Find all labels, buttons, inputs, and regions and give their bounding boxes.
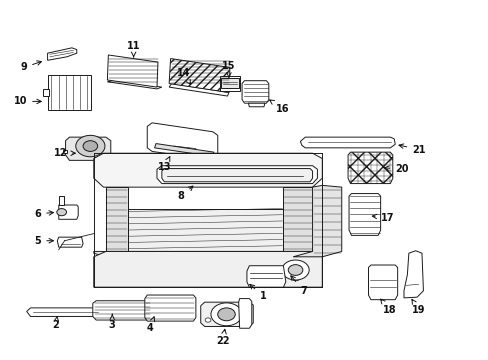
Text: 20: 20 — [384, 164, 408, 174]
Text: 10: 10 — [14, 96, 41, 107]
Polygon shape — [154, 144, 213, 157]
Polygon shape — [248, 103, 264, 107]
Text: 1: 1 — [249, 284, 266, 301]
Text: 7: 7 — [290, 276, 306, 296]
Polygon shape — [27, 308, 101, 316]
Polygon shape — [403, 251, 423, 298]
Text: 21: 21 — [398, 144, 425, 155]
Polygon shape — [127, 208, 283, 251]
Polygon shape — [147, 123, 217, 160]
Text: 8: 8 — [178, 186, 193, 201]
Text: 11: 11 — [126, 41, 140, 57]
Polygon shape — [169, 59, 229, 93]
Text: 18: 18 — [380, 299, 396, 315]
Polygon shape — [94, 251, 322, 257]
Circle shape — [204, 318, 210, 322]
Polygon shape — [47, 75, 91, 111]
Polygon shape — [59, 196, 63, 205]
Text: 4: 4 — [146, 317, 154, 333]
Polygon shape — [162, 168, 312, 182]
Polygon shape — [292, 185, 341, 257]
Polygon shape — [106, 187, 127, 251]
Text: 3: 3 — [109, 314, 115, 330]
Text: 9: 9 — [20, 61, 41, 72]
Circle shape — [76, 135, 105, 157]
Polygon shape — [93, 301, 151, 320]
Polygon shape — [220, 76, 239, 91]
Polygon shape — [107, 80, 162, 89]
Circle shape — [282, 260, 308, 280]
Text: 13: 13 — [157, 157, 171, 172]
Polygon shape — [242, 81, 268, 103]
Text: 2: 2 — [52, 316, 59, 330]
Polygon shape — [107, 55, 158, 87]
Polygon shape — [63, 150, 67, 153]
Circle shape — [83, 141, 98, 152]
Polygon shape — [348, 194, 380, 235]
Text: 5: 5 — [35, 236, 53, 246]
Polygon shape — [47, 48, 77, 60]
Polygon shape — [283, 187, 312, 251]
Polygon shape — [94, 251, 322, 287]
Text: 17: 17 — [371, 212, 393, 222]
Circle shape — [287, 265, 302, 275]
Polygon shape — [246, 266, 285, 287]
Circle shape — [217, 308, 235, 321]
Polygon shape — [42, 89, 48, 96]
Circle shape — [242, 318, 248, 322]
Text: 22: 22 — [215, 329, 229, 346]
Polygon shape — [347, 152, 392, 184]
Circle shape — [57, 208, 66, 216]
Polygon shape — [169, 84, 228, 96]
Text: 16: 16 — [269, 100, 289, 113]
Text: 19: 19 — [411, 300, 425, 315]
Polygon shape — [221, 78, 238, 88]
Polygon shape — [57, 237, 83, 247]
Polygon shape — [157, 166, 317, 184]
Polygon shape — [201, 302, 253, 327]
Polygon shape — [94, 153, 322, 187]
Text: 14: 14 — [177, 68, 190, 84]
Text: 12: 12 — [53, 148, 75, 158]
Polygon shape — [144, 295, 196, 321]
Circle shape — [210, 303, 242, 326]
Polygon shape — [368, 265, 397, 300]
Text: 15: 15 — [222, 61, 235, 77]
Text: 6: 6 — [35, 209, 53, 219]
Polygon shape — [238, 298, 251, 328]
Polygon shape — [300, 137, 394, 148]
Polygon shape — [65, 137, 111, 160]
Polygon shape — [59, 205, 78, 219]
